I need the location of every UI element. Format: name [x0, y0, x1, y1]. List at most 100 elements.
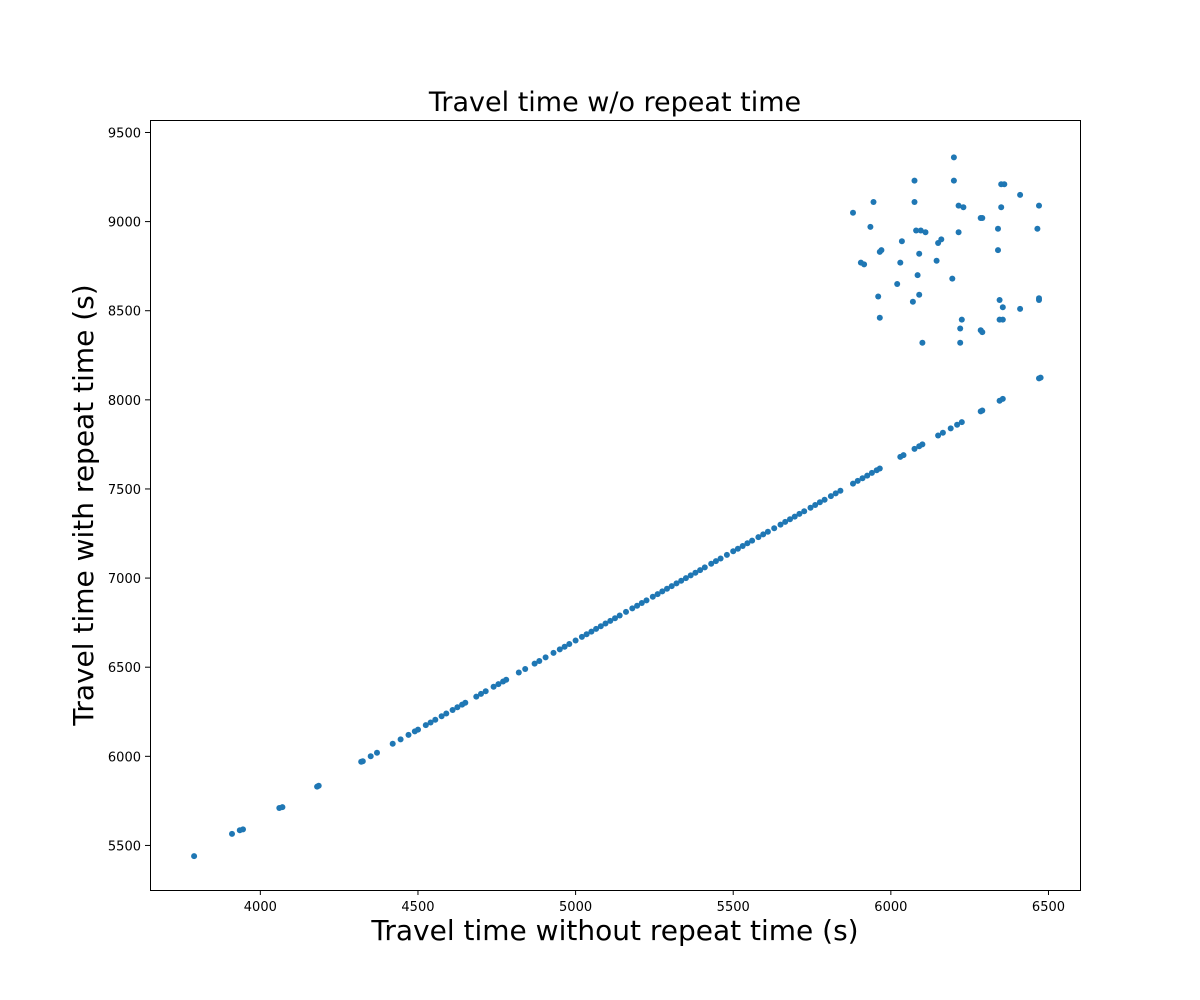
- data-point: [744, 540, 751, 547]
- data-point: [191, 853, 198, 860]
- chart-title: Travel time w/o repeat time: [428, 87, 801, 118]
- y-tick-label: 6500: [108, 661, 141, 676]
- data-point: [697, 567, 704, 574]
- data-point: [949, 275, 956, 282]
- data-point: [979, 407, 986, 414]
- y-tick-label: 5500: [108, 839, 141, 854]
- data-point: [664, 585, 670, 592]
- x-tick-label: 4500: [401, 900, 434, 915]
- data-point: [692, 569, 699, 576]
- y-tick-label: 8500: [108, 305, 141, 320]
- data-point: [415, 726, 421, 733]
- data-point: [919, 441, 926, 448]
- data-point: [588, 628, 595, 635]
- data-point: [821, 496, 828, 503]
- data-point: [922, 229, 929, 236]
- data-point: [659, 588, 666, 595]
- data-point: [876, 314, 883, 321]
- x-tick-label: 5500: [717, 900, 750, 915]
- data-point: [240, 826, 246, 833]
- data-point: [708, 560, 715, 567]
- data-point: [427, 719, 434, 726]
- data-point: [850, 209, 856, 216]
- data-point: [561, 643, 568, 650]
- data-point: [935, 432, 942, 439]
- data-point: [999, 304, 1006, 311]
- data-point: [875, 293, 882, 300]
- data-point: [807, 504, 814, 511]
- data-point: [914, 272, 921, 279]
- data-point: [542, 654, 549, 661]
- data-point: [955, 229, 962, 236]
- data-point: [367, 753, 374, 760]
- data-point: [531, 660, 538, 667]
- data-point: [816, 499, 823, 506]
- data-point: [919, 339, 926, 346]
- data-point: [916, 291, 923, 298]
- data-point: [764, 528, 771, 535]
- data-point: [801, 508, 808, 515]
- plot-frame: [150, 120, 1081, 891]
- data-point: [572, 637, 579, 644]
- data-point: [556, 646, 563, 653]
- data-point: [723, 551, 730, 558]
- data-point: [1037, 374, 1044, 381]
- data-point: [911, 177, 918, 184]
- data-point: [957, 325, 964, 332]
- data-point: [979, 215, 986, 221]
- data-point: [443, 710, 450, 717]
- data-point: [566, 641, 573, 647]
- data-point: [796, 510, 803, 517]
- data-point: [854, 477, 861, 484]
- data-point: [878, 247, 885, 254]
- data-point: [1036, 295, 1042, 302]
- data-point: [374, 749, 380, 756]
- data-point: [550, 649, 557, 656]
- data-point: [454, 704, 461, 711]
- data-point: [495, 681, 502, 688]
- x-axis-label: Travel time without repeat time (s): [370, 914, 858, 947]
- data-point: [593, 625, 600, 632]
- data-point: [397, 736, 404, 743]
- data-point: [827, 493, 834, 500]
- data-point: [957, 339, 964, 346]
- y-axis-label: Travel time with repeat time (s): [67, 284, 100, 726]
- data-point: [998, 204, 1005, 211]
- x-tick-label: 6500: [1032, 900, 1065, 915]
- x-tick-label: 6000: [874, 900, 907, 915]
- data-point: [960, 204, 967, 211]
- data-point: [1017, 305, 1024, 312]
- y-tick-label: 9000: [108, 216, 141, 231]
- data-point: [638, 600, 645, 606]
- data-point: [422, 722, 429, 729]
- data-point: [678, 577, 685, 584]
- data-point: [616, 612, 623, 619]
- y-axis: 5500 6000 6500 7000 7500 8000 8500 9000 9500: [108, 126, 150, 854]
- data-point: [490, 683, 497, 690]
- data-point: [602, 620, 609, 627]
- data-point: [933, 257, 940, 264]
- data-point: [478, 690, 484, 697]
- data-point: [1017, 191, 1024, 198]
- data-point: [787, 516, 793, 523]
- data-point: [389, 740, 396, 747]
- data-point: [229, 830, 235, 837]
- data-point: [473, 693, 480, 700]
- data-point: [812, 502, 819, 508]
- data-point: [955, 202, 962, 209]
- y-tick-label: 9500: [108, 126, 141, 141]
- data-point: [462, 699, 469, 706]
- data-point: [643, 597, 650, 604]
- data-point: [782, 518, 789, 525]
- data-point: [449, 707, 456, 713]
- data-point: [629, 605, 636, 612]
- data-point: [482, 688, 489, 695]
- data-point: [712, 558, 719, 565]
- x-axis: 4000 4500 5000 5500 6000 6500: [244, 890, 1065, 915]
- data-point: [837, 487, 844, 494]
- data-point: [279, 804, 286, 811]
- data-point: [876, 465, 883, 472]
- data-point: [503, 676, 510, 683]
